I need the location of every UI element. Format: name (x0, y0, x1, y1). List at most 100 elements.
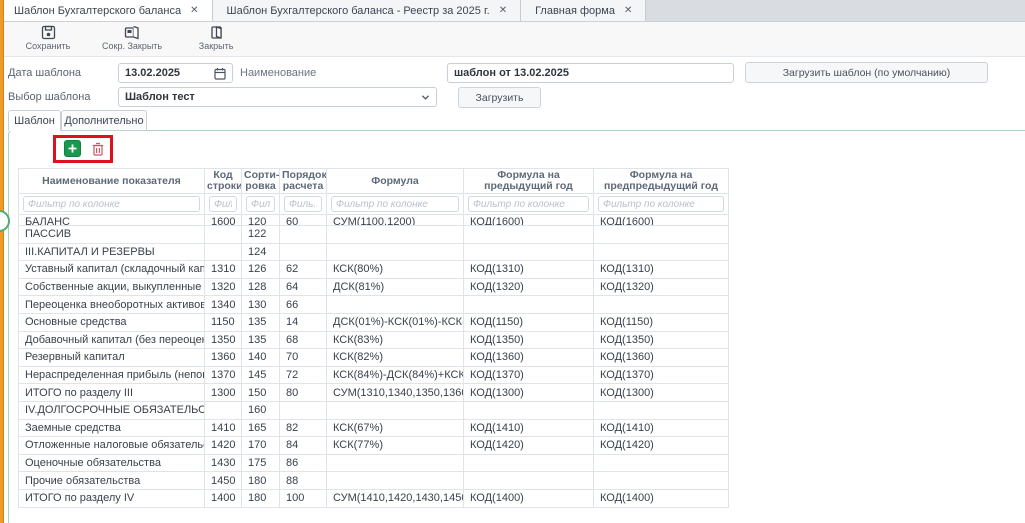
cell[interactable]: 120 (241, 214, 280, 226)
cell[interactable]: КОД(1300) (593, 383, 729, 402)
table-row[interactable]: III.КАПИТАЛ И РЕЗЕРВЫ 124 (18, 242, 729, 262)
cell[interactable]: КОД(1400) (463, 488, 594, 508)
cell[interactable]: ИТОГО по разделу III (18, 383, 205, 402)
table-row[interactable]: Добавочный капитал (без переоценки) 1350 1… (18, 330, 729, 350)
cell[interactable]: Нераспределенная прибыль (непокрыт... (18, 365, 205, 385)
cell[interactable]: ИТОГО по разделу IV (18, 488, 205, 508)
cell[interactable]: 128 (241, 277, 280, 297)
cell[interactable]: 68 (279, 330, 327, 350)
cell[interactable] (593, 295, 729, 314)
cell[interactable] (463, 453, 594, 473)
cell[interactable]: 1600 (204, 214, 242, 226)
cell[interactable]: 126 (241, 260, 280, 279)
cell[interactable]: 1310 (204, 260, 242, 279)
cell[interactable]: 135 (241, 330, 280, 350)
cell[interactable] (463, 242, 594, 262)
tab-main-form[interactable]: Главная форма ✕ (521, 0, 647, 21)
table-row[interactable]: Основные средства 1150 135 14 ДСК(01%)-КСК(0… (18, 312, 729, 332)
cell[interactable]: Заемные средства (18, 418, 205, 438)
chevron-down-icon[interactable] (421, 93, 430, 102)
cell[interactable]: 70 (279, 348, 327, 367)
cell[interactable]: СУМ(1100,1200) (326, 214, 464, 226)
table-row[interactable]: Резервный капитал 1360 140 70 КСК(82%) КОД(13… (18, 348, 729, 367)
cell[interactable]: 135 (241, 312, 280, 332)
filter-input-formula-prev-year[interactable] (468, 196, 589, 212)
cell[interactable]: 140 (241, 348, 280, 367)
tab-additional[interactable]: Дополнительно (61, 110, 147, 131)
cell[interactable]: 82 (279, 418, 327, 438)
tab-template[interactable]: Шаблон (8, 110, 61, 131)
cell[interactable]: 1150 (204, 312, 242, 332)
load-button[interactable]: Загрузить (458, 87, 541, 108)
cell[interactable]: КОД(1600) (463, 214, 594, 226)
close-icon[interactable]: ✕ (498, 5, 508, 16)
cell[interactable]: 1350 (204, 330, 242, 350)
cell[interactable] (593, 471, 729, 490)
cell[interactable]: КСК(84%)-ДСК(84%)+КСК(99... (326, 365, 464, 385)
save-button[interactable]: Сохранить (20, 22, 76, 51)
cell[interactable]: 145 (241, 365, 280, 385)
cell[interactable]: 124 (241, 242, 280, 262)
cell[interactable]: Уставный капитал (складочный капита... (18, 260, 205, 279)
cell[interactable]: Оценочные обязательства (18, 453, 205, 473)
cell[interactable]: 1410 (204, 418, 242, 438)
cell[interactable]: 170 (241, 436, 280, 455)
close-icon[interactable]: ✕ (623, 5, 633, 16)
cell[interactable] (593, 225, 729, 244)
cell[interactable] (204, 400, 242, 420)
table-row[interactable]: Заемные средства 1410 165 82 КСК(67%) КОД(141… (18, 418, 729, 438)
cell[interactable]: КСК(67%) (326, 418, 464, 438)
cell[interactable] (326, 400, 464, 420)
cell[interactable]: КОД(1300) (463, 383, 594, 402)
cell[interactable]: 80 (279, 383, 327, 402)
close-form-button[interactable]: Закрыть (188, 22, 244, 51)
cell[interactable]: КСК(83%) (326, 330, 464, 350)
cell[interactable]: КОД(1370) (463, 365, 594, 385)
cell[interactable]: 1430 (204, 453, 242, 473)
cell[interactable]: 150 (241, 383, 280, 402)
filter-input-formula[interactable] (331, 196, 459, 212)
filter-input-line-code[interactable] (209, 196, 237, 212)
cell[interactable] (463, 471, 594, 490)
table-row[interactable]: ИТОГО по разделу IV 1400 180 100 СУМ(1410,14… (18, 488, 729, 508)
cell[interactable]: КСК(80%) (326, 260, 464, 279)
cell[interactable]: 60 (279, 214, 327, 226)
cell[interactable] (204, 242, 242, 262)
cell[interactable]: КОД(1420) (593, 436, 729, 455)
cell[interactable]: КОД(1600) (593, 214, 729, 226)
cell[interactable]: 84 (279, 436, 327, 455)
cell[interactable]: 1360 (204, 348, 242, 367)
cell[interactable] (326, 453, 464, 473)
column-header-calc-order[interactable]: Порядок расчета (279, 168, 327, 194)
template-select[interactable]: Шаблон тест (118, 87, 437, 107)
cell[interactable] (279, 242, 327, 262)
cell[interactable]: 160 (241, 400, 280, 420)
cell[interactable]: КОД(1320) (593, 277, 729, 297)
table-row[interactable]: Уставный капитал (складочный капита...13… (18, 260, 729, 279)
cell[interactable]: КОД(1150) (463, 312, 594, 332)
cell[interactable] (279, 400, 327, 420)
cell[interactable]: Собственные акции, выкупленные у ак... (18, 277, 205, 297)
column-header-line-code[interactable]: Код строки (204, 168, 242, 194)
cell[interactable] (326, 225, 464, 244)
cell[interactable] (593, 453, 729, 473)
cell[interactable]: 1320 (204, 277, 242, 297)
filter-input-formula-prev-prev-year[interactable] (598, 196, 724, 212)
add-row-button[interactable] (64, 140, 81, 157)
cell[interactable] (204, 225, 242, 244)
cell[interactable] (326, 471, 464, 490)
cell[interactable]: IV.ДОЛГОСРОЧНЫЕ ОБЯЗАТЕЛЬСТВА (18, 400, 205, 420)
close-icon[interactable]: ✕ (190, 5, 199, 16)
table-row-partial[interactable]: БАЛАНС 1600 120 60 СУМ(1100,1200) КОД(1600) КО… (18, 214, 729, 226)
cell[interactable] (593, 400, 729, 420)
cell[interactable]: ДСК(81%) (326, 277, 464, 297)
cell[interactable]: Отложенные налоговые обязательства (18, 436, 205, 455)
column-header-sorting[interactable]: Сорти-ровка (241, 168, 280, 194)
cell[interactable]: 180 (241, 471, 280, 490)
save-close-button[interactable]: Сокр. Закрыть (102, 22, 162, 51)
cell[interactable]: СУМ(1410,1420,1430,1450) (326, 488, 464, 508)
cell[interactable]: Основные средства (18, 312, 205, 332)
cell[interactable]: 86 (279, 453, 327, 473)
cell[interactable]: КОД(1320) (463, 277, 594, 297)
cell[interactable]: 1400 (204, 488, 242, 508)
